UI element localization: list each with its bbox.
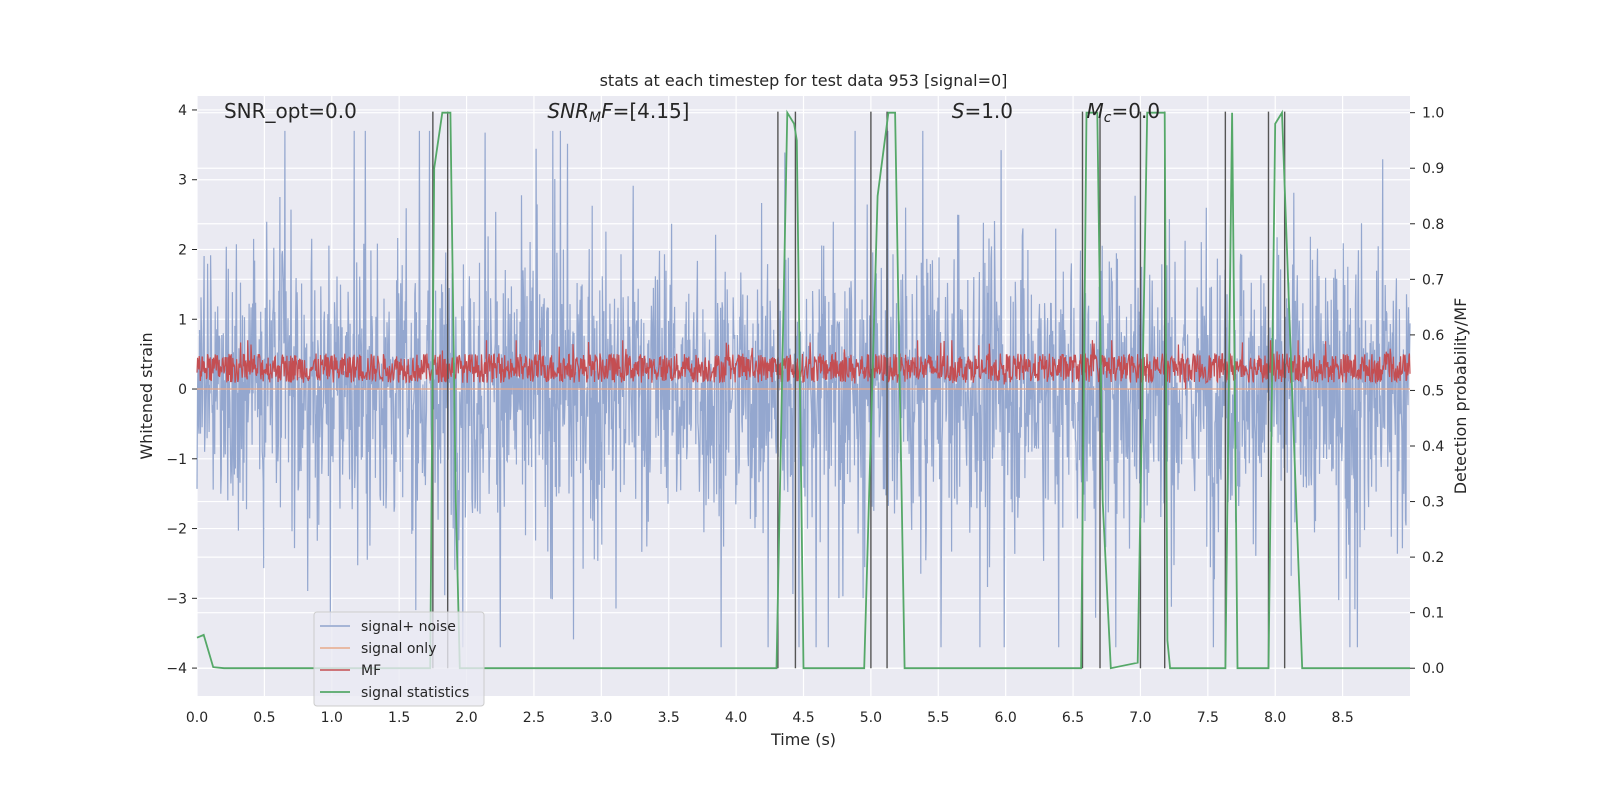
y-tick-label: 3	[178, 173, 187, 189]
annotation-snr-opt: SNR_opt=0.0	[224, 99, 357, 123]
x-tick-label: 7.0	[1129, 710, 1151, 726]
y-tick-label: −3	[166, 591, 187, 607]
y2-tick-label: 0.5	[1422, 383, 1444, 399]
annotation-s: S=1.0	[952, 99, 1013, 123]
x-tick-label: 0.0	[186, 710, 208, 726]
x-tick-label: 7.5	[1197, 710, 1219, 726]
x-tick-label: 8.5	[1331, 710, 1353, 726]
x-axis-ticks: 0.0 0.5 1.0 1.5 2.0 2.5 3.0 3.5 4.0 4.5 5.0 5.5 6.0 6…	[186, 710, 1354, 726]
y2-tick-label: 0.9	[1422, 161, 1444, 177]
x-tick-label: 2.0	[455, 710, 477, 726]
y-tick-label: 2	[178, 242, 187, 258]
signal-statistics-series	[196, 109, 1410, 670]
signal-statistics-line	[196, 109, 1410, 670]
x-tick-label: 0.5	[253, 710, 275, 726]
y-tick-label: −1	[166, 452, 187, 468]
y2-tick-label: 0.8	[1422, 217, 1444, 233]
x-tick-label: 4.0	[725, 710, 747, 726]
signal-noise-line	[196, 130, 1411, 648]
y2-axis-label: Detection probability/MF	[1451, 298, 1470, 495]
y2-tick-label: 0.0	[1422, 661, 1444, 677]
x-tick-label: 6.0	[995, 710, 1017, 726]
y-axis-label: Whitened strain	[137, 332, 156, 459]
legend-label: signal+ noise	[361, 619, 456, 635]
legend-label: signal only	[361, 641, 436, 657]
plot-area	[196, 96, 1411, 696]
y-tick-label: −4	[166, 661, 187, 677]
y2-tick-label: 0.1	[1422, 606, 1444, 622]
chart-title: stats at each timestep for test data 953…	[600, 71, 1008, 90]
legend-box	[313, 611, 485, 707]
y-axis-ticks: −4 −3 −2 −1 0 1 2 3 4	[166, 103, 197, 677]
y2-tick-label: 0.4	[1422, 439, 1444, 455]
x-tick-label: 5.0	[860, 710, 882, 726]
legend: signal+ noise signal only MF signal statist…	[313, 611, 485, 707]
x-axis-label: Time (s)	[770, 730, 836, 749]
y2-axis-ticks: 0.0 0.1 0.2 0.3 0.4 0.5 0.6 0.7 0.8 0.9 1.0	[1410, 106, 1444, 677]
y-tick-label: −2	[166, 522, 187, 538]
legend-label: signal statistics	[361, 685, 469, 701]
annotation-snr-mf: SNRMF=[4.15]	[547, 99, 689, 126]
y2-tick-label: 0.6	[1422, 328, 1444, 344]
x-tick-label: 3.5	[658, 710, 680, 726]
y2-tick-label: 1.0	[1422, 106, 1444, 122]
x-tick-label: 1.0	[321, 710, 343, 726]
annotation-mc: Mc=0.0	[1087, 99, 1161, 126]
legend-label: MF	[361, 663, 381, 679]
x-tick-label: 3.0	[590, 710, 612, 726]
x-tick-label: 2.5	[523, 710, 545, 726]
y2-tick-label: 0.2	[1422, 550, 1444, 566]
y2-tick-label: 0.7	[1422, 272, 1444, 288]
annotations: SNR_opt=0.0 SNRMF=[4.15] S=1.0 Mc=0.0	[224, 99, 1160, 126]
x-tick-label: 1.5	[388, 710, 410, 726]
y-tick-label: 4	[178, 103, 187, 119]
y2-tick-label: 0.3	[1422, 495, 1444, 511]
y-tick-label: 0	[178, 382, 187, 398]
x-tick-label: 5.5	[927, 710, 949, 726]
mf-line	[196, 340, 1411, 390]
x-tick-label: 6.5	[1062, 710, 1084, 726]
x-tick-label: 4.5	[792, 710, 814, 726]
y-tick-label: 1	[178, 312, 187, 328]
signal-noise-series	[196, 130, 1411, 648]
mf-series	[196, 340, 1411, 390]
x-tick-label: 8.0	[1264, 710, 1286, 726]
